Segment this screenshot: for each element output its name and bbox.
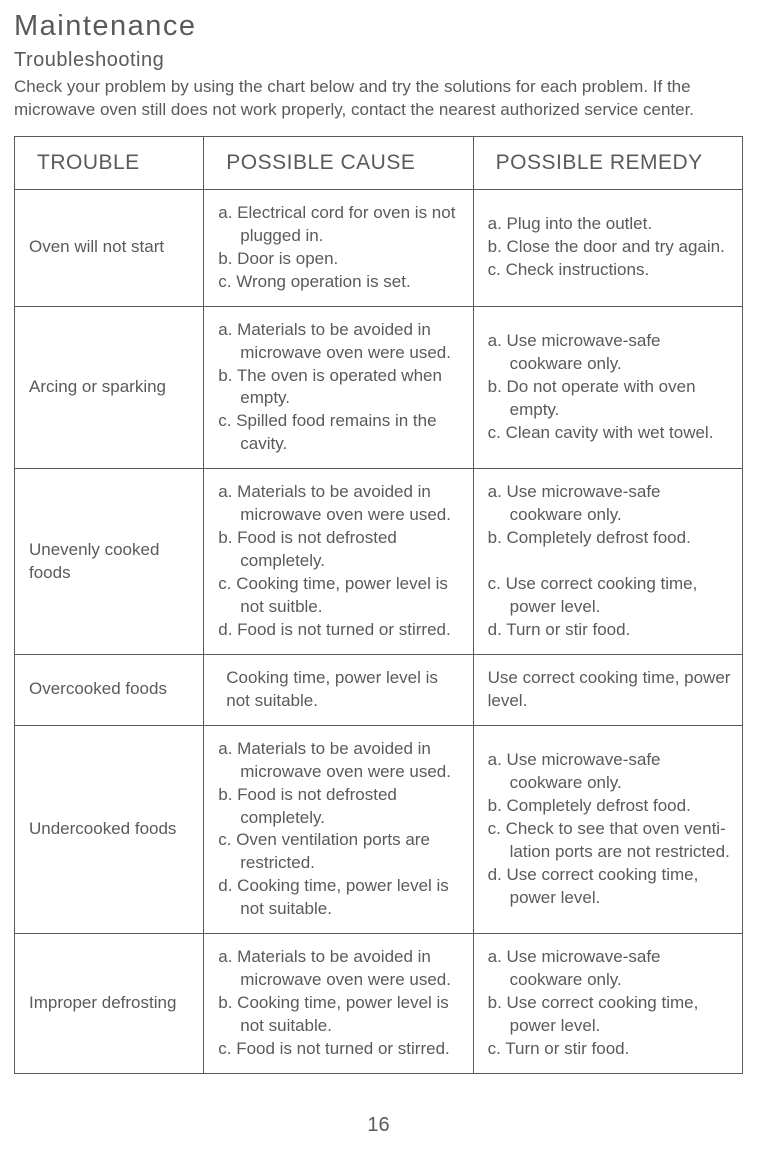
remedy-line: b. Close the door and try again. [488,236,734,259]
cause-line: c. Food is not turned or stirred. [218,1038,464,1061]
intro-text: Check your problem by using the chart be… [14,76,743,122]
table-row: Oven will not start a. Electrical cord fo… [15,189,743,306]
cause-line: c. Spilled food remains in the cavity. [218,410,464,456]
cause-line: d. Cooking time, power level is not suit… [218,875,464,921]
trouble-cell: Unevenly cooked foods [15,469,204,655]
remedy-line: b. Use correct cooking time, power level… [488,992,734,1038]
remedy-cell: a. Use microwave-safe cookware only.b. C… [473,725,742,934]
remedy-cell: a. Plug into the outlet.b. Close the doo… [473,189,742,306]
table-header-row: TROUBLE POSSIBLE CAUSE POSSIBLE REMEDY [15,136,743,189]
table-row: Arcing or sparking a. Materials to be avo… [15,306,743,469]
cause-line: b. The oven is operated when empty. [218,365,464,411]
remedy-line: a. Plug into the outlet. [488,213,734,236]
remedy-line: c. Check to see that oven venti-lation p… [488,818,734,864]
trouble-cell: Arcing or sparking [15,306,204,469]
cause-line: b. Food is not defrosted completely. [218,784,464,830]
remedy-cell: Use correct cooking time, power level. [473,654,742,725]
remedy-line: a. Use microwave-safe cookware only. [488,330,734,376]
header-cause: POSSIBLE CAUSE [204,136,473,189]
cause-line: d. Food is not turned or stirred. [218,619,464,642]
trouble-cell: Improper defrosting [15,934,204,1074]
page-number: 16 [14,1114,743,1137]
remedy-line: d. Turn or stir food. [488,619,734,642]
remedy-line: c. Use correct cooking time, power level… [488,573,734,619]
remedy-cell: a. Use microwave-safe cookware only.b. U… [473,934,742,1074]
cause-line: a. Materials to be avoided in microwave … [218,946,464,992]
cause-cell: a. Electrical cord for oven is not plugg… [204,189,473,306]
cause-line: c. Oven ventilation ports are restricted… [218,829,464,875]
table-row: Overcooked foodsCooking time, power leve… [15,654,743,725]
trouble-cell: Undercooked foods [15,725,204,934]
remedy-line: b. Completely defrost food. [488,527,734,550]
cause-line: b. Food is not defrosted completely. [218,527,464,573]
table-row: Unevenly cooked foods a. Materials to be … [15,469,743,655]
cause-line: c. Cooking time, power level is not suit… [218,573,464,619]
cause-cell: Cooking time, power level is not suitabl… [204,654,473,725]
remedy-line: a. Use microwave-safe cookware only. [488,481,734,527]
cause-line: a. Materials to be avoided in microwave … [218,738,464,784]
table-body: Oven will not start a. Electrical cord fo… [15,189,743,1073]
cause-cell: a. Materials to be avoided in microwave … [204,725,473,934]
cause-line: a. Materials to be avoided in microwave … [218,319,464,365]
remedy-line: a. Use microwave-safe cookware only. [488,946,734,992]
trouble-cell: Oven will not start [15,189,204,306]
header-remedy: POSSIBLE REMEDY [473,136,742,189]
troubleshooting-table: TROUBLE POSSIBLE CAUSE POSSIBLE REMEDY O… [14,136,743,1074]
cause-cell: a. Materials to be avoided in microwave … [204,934,473,1074]
trouble-cell: Overcooked foods [15,654,204,725]
section-subtitle: Troubleshooting [14,49,743,72]
cause-line: a. Materials to be avoided in microwave … [218,481,464,527]
cause-line: b. Door is open. [218,248,464,271]
cause-cell: a. Materials to be avoided in microwave … [204,306,473,469]
remedy-line: c. Check instructions. [488,259,734,282]
remedy-cell: a. Use microwave-safe cookware only.b. D… [473,306,742,469]
page-title: Maintenance [14,10,743,43]
remedy-line: c. Turn or stir food. [488,1038,734,1061]
remedy-cell: a. Use microwave-safe cookware only.b. C… [473,469,742,655]
cause-line: b. Cooking time, power level is not suit… [218,992,464,1038]
table-row: Improper defrosting a. Materials to be av… [15,934,743,1074]
cause-line: a. Electrical cord for oven is not plugg… [218,202,464,248]
table-row: Undercooked foods a. Materials to be avoi… [15,725,743,934]
remedy-line: b. Do not operate with oven empty. [488,376,734,422]
remedy-line: c. Clean cavity with wet towel. [488,422,734,445]
remedy-line [488,550,734,573]
remedy-line: a. Use microwave-safe cookware only. [488,749,734,795]
remedy-line: b. Completely defrost food. [488,795,734,818]
header-trouble: TROUBLE [15,136,204,189]
remedy-line: d. Use correct cooking time, power level… [488,864,734,910]
cause-line: c. Wrong operation is set. [218,271,464,294]
cause-cell: a. Materials to be avoided in microwave … [204,469,473,655]
